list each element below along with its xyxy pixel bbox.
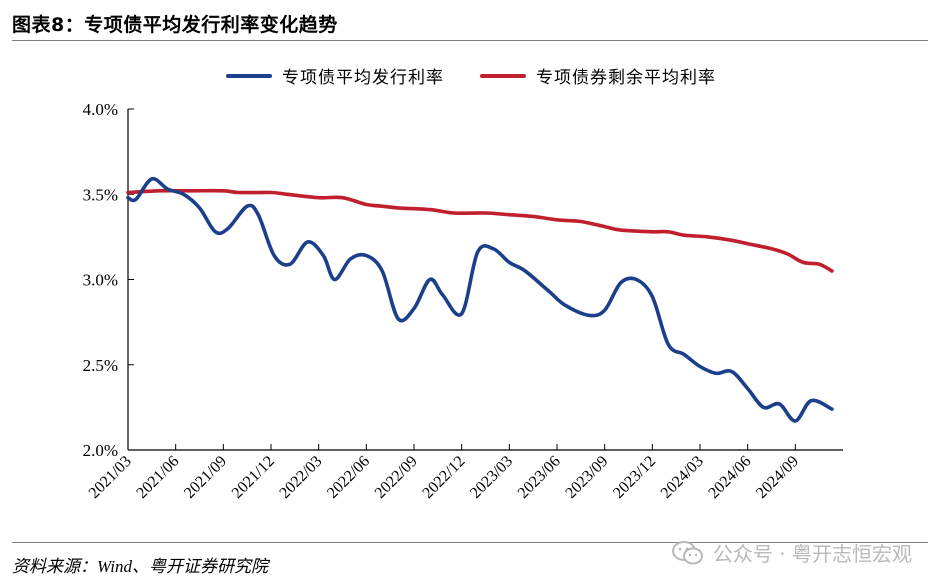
x-tick-label: 2022/06 <box>324 453 373 502</box>
y-tick-label: 3.5% <box>83 185 118 204</box>
x-tick-label: 2021/09 <box>181 453 230 502</box>
legend-label-issue-rate: 专项债平均发行利率 <box>282 68 444 88</box>
series-line-remaining-rate <box>126 188 834 273</box>
wechat-icon <box>671 540 703 564</box>
x-tick-label: 2024/06 <box>705 453 754 502</box>
source-note: 资料来源：Wind、粤开证券研究院 <box>12 557 268 576</box>
x-tick-label: 2021/06 <box>133 453 182 502</box>
watermark-text: 公众号 · 粤开志恒宏观 <box>712 542 912 566</box>
x-tick-label: 2021/12 <box>229 453 278 502</box>
legend-swatch-remaining-rate <box>480 73 526 78</box>
figure-title: 图表8：专项债平均发行利率变化趋势 <box>12 14 338 36</box>
legend-swatch-issue-rate <box>226 73 272 78</box>
x-tick-label: 2024/09 <box>753 453 802 502</box>
legend-label-remaining-rate: 专项债券剩余平均利率 <box>536 68 716 88</box>
y-tick-label: 4.0% <box>83 100 118 119</box>
x-tick-label: 2024/03 <box>658 453 707 502</box>
legend-item-remaining-rate: 专项债券剩余平均利率 <box>480 63 716 88</box>
legend-item-issue-rate: 专项债平均发行利率 <box>226 63 444 88</box>
x-tick-label: 2023/03 <box>467 453 516 502</box>
y-tick-label: 3.0% <box>83 271 118 290</box>
x-tick-label: 2022/03 <box>276 453 325 502</box>
x-tick-label: 2022/09 <box>372 453 421 502</box>
chart-legend: 专项债平均发行利率 专项债券剩余平均利率 <box>0 63 942 88</box>
x-tick-label: 2021/03 <box>86 453 135 502</box>
y-tick-label: 2.5% <box>83 356 118 375</box>
series-line-issue-rate <box>126 176 834 423</box>
footer-divider <box>12 542 928 543</box>
x-tick-label: 2022/12 <box>419 453 468 502</box>
x-tick-label: 2023/12 <box>610 453 659 502</box>
watermark: 公众号 · 粤开志恒宏观 <box>671 538 912 567</box>
x-tick-label: 2023/09 <box>562 453 611 502</box>
title-divider <box>12 40 928 41</box>
y-tick-label: 2.0% <box>83 441 118 460</box>
x-tick-label: 2023/06 <box>515 453 564 502</box>
line-chart: 2.0% 2.5% 3.0% 3.5% 4.0% 2021/032021/062021/0… <box>83 100 843 502</box>
